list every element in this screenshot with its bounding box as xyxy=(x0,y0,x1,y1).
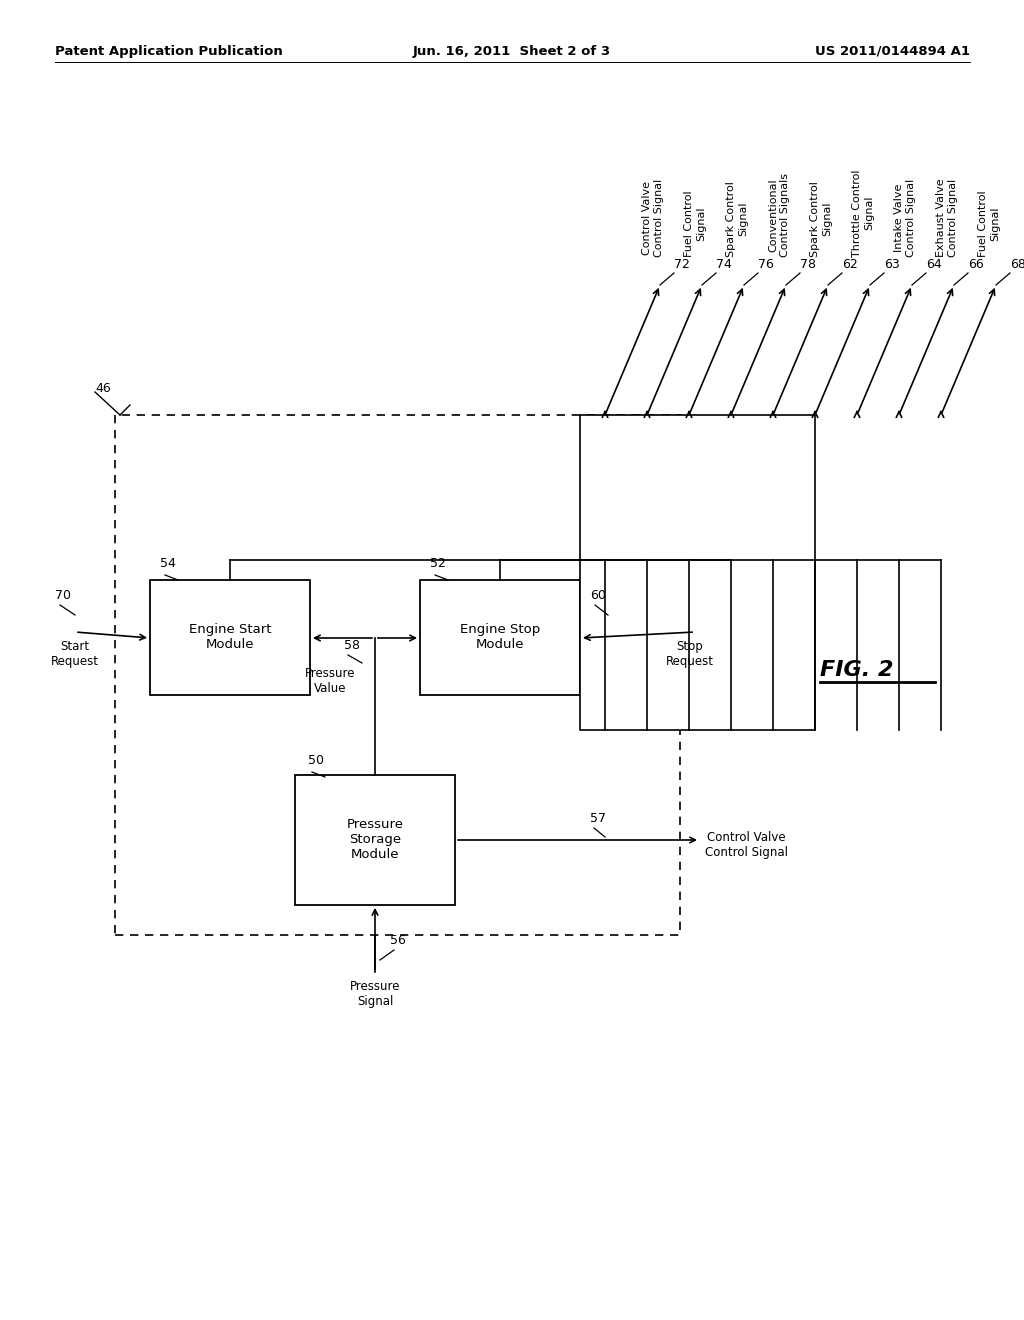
Text: Patent Application Publication: Patent Application Publication xyxy=(55,45,283,58)
Text: 68: 68 xyxy=(1010,257,1024,271)
Text: Spark Control
Signal: Spark Control Signal xyxy=(810,181,831,257)
Text: Intake Valve
Control Signal: Intake Valve Control Signal xyxy=(894,178,916,257)
Text: Control Valve
Control Signal: Control Valve Control Signal xyxy=(705,832,788,859)
Text: 57: 57 xyxy=(590,812,606,825)
Text: Exhaust Valve
Control Signal: Exhaust Valve Control Signal xyxy=(936,178,958,257)
Text: Control Valve
Control Signal: Control Valve Control Signal xyxy=(642,178,664,257)
Text: 62: 62 xyxy=(842,257,858,271)
Text: 70: 70 xyxy=(55,589,71,602)
Text: 46: 46 xyxy=(95,381,111,395)
Text: 64: 64 xyxy=(926,257,942,271)
Text: 76: 76 xyxy=(758,257,774,271)
Bar xyxy=(295,775,455,906)
Text: Start
Request: Start Request xyxy=(51,640,99,668)
Bar xyxy=(150,579,310,696)
Text: Fuel Control
Signal: Fuel Control Signal xyxy=(684,190,706,257)
Text: 74: 74 xyxy=(716,257,732,271)
Text: 52: 52 xyxy=(430,557,445,570)
Text: Pressure
Signal: Pressure Signal xyxy=(350,979,400,1008)
Bar xyxy=(580,414,815,730)
Text: Spark Control
Signal: Spark Control Signal xyxy=(726,181,748,257)
Text: Engine Start
Module: Engine Start Module xyxy=(188,623,271,652)
Bar xyxy=(420,579,580,696)
Text: Pressure
Value: Pressure Value xyxy=(305,667,355,696)
Text: 78: 78 xyxy=(800,257,816,271)
Text: 54: 54 xyxy=(160,557,176,570)
Text: US 2011/0144894 A1: US 2011/0144894 A1 xyxy=(815,45,970,58)
Bar xyxy=(115,414,680,935)
Text: 56: 56 xyxy=(390,935,406,946)
Text: Jun. 16, 2011  Sheet 2 of 3: Jun. 16, 2011 Sheet 2 of 3 xyxy=(413,45,611,58)
Text: FIG. 2: FIG. 2 xyxy=(820,660,894,680)
Text: 66: 66 xyxy=(968,257,984,271)
Text: Engine Stop
Module: Engine Stop Module xyxy=(460,623,540,652)
Text: 60: 60 xyxy=(590,589,606,602)
Text: Conventional
Control Signals: Conventional Control Signals xyxy=(768,173,790,257)
Text: Stop
Request: Stop Request xyxy=(666,640,714,668)
Text: Throttle Control
Signal: Throttle Control Signal xyxy=(852,169,874,257)
Text: Fuel Control
Signal: Fuel Control Signal xyxy=(978,190,1000,257)
Text: 58: 58 xyxy=(344,639,360,652)
Text: 63: 63 xyxy=(884,257,900,271)
Text: Pressure
Storage
Module: Pressure Storage Module xyxy=(346,818,403,862)
Text: 72: 72 xyxy=(674,257,690,271)
Text: 50: 50 xyxy=(308,754,324,767)
